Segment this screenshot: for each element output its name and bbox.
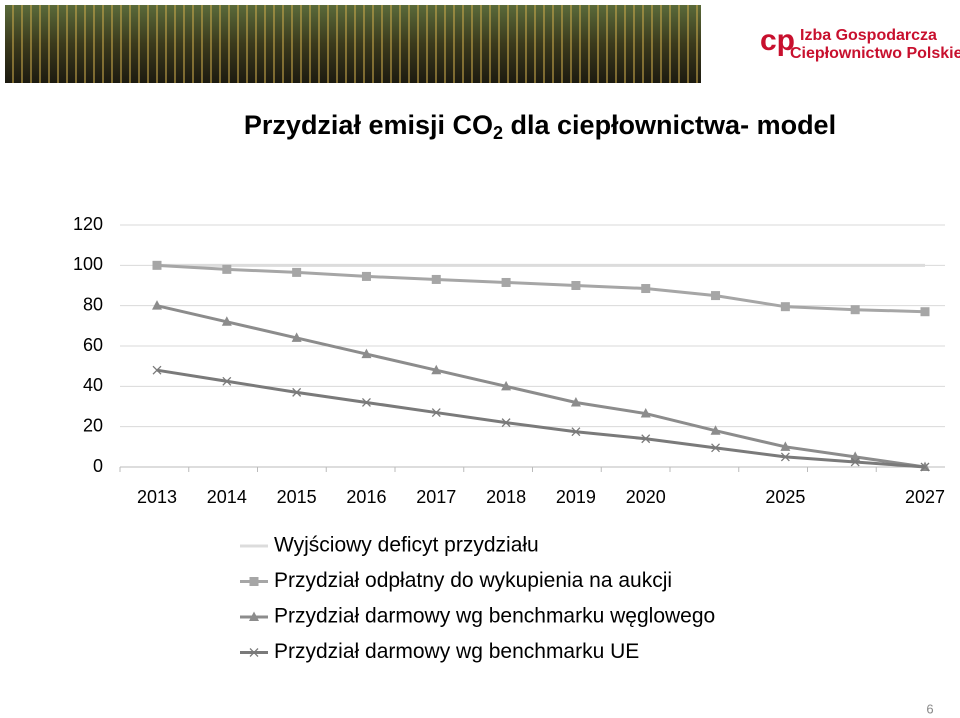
x-tick-label: 2015 bbox=[277, 487, 317, 507]
banner-texture bbox=[5, 5, 701, 83]
y-tick-label: 60 bbox=[83, 335, 103, 355]
marker bbox=[361, 271, 371, 281]
marker bbox=[780, 302, 790, 312]
marker bbox=[711, 443, 721, 453]
title-part: Przydział emisji CO bbox=[244, 110, 493, 140]
chart-title: Przydział emisji CO2 dla ciepłownictwa- … bbox=[244, 110, 836, 143]
marker bbox=[641, 434, 651, 444]
marker bbox=[501, 380, 512, 391]
marker bbox=[501, 277, 511, 287]
logo-text: Ciepłownictwo Polskie bbox=[790, 45, 960, 62]
x-tick-label: 2019 bbox=[556, 487, 596, 507]
y-tick-label: 0 bbox=[93, 456, 103, 476]
x-tick-label: 2020 bbox=[626, 487, 666, 507]
series-line bbox=[156, 263, 926, 314]
marker bbox=[570, 396, 581, 407]
marker bbox=[249, 577, 259, 586]
x-tick-label: 2017 bbox=[416, 487, 456, 507]
x-tick-label: 2013 bbox=[137, 487, 177, 507]
marker bbox=[222, 376, 232, 386]
y-tick-label: 120 bbox=[73, 214, 103, 234]
marker bbox=[850, 457, 860, 467]
title-subscript: 2 bbox=[493, 123, 503, 143]
marker bbox=[571, 281, 581, 290]
marker bbox=[850, 305, 860, 315]
marker bbox=[152, 300, 162, 310]
marker bbox=[431, 364, 442, 375]
marker bbox=[361, 348, 372, 359]
marker bbox=[292, 267, 302, 277]
y-tick-label: 40 bbox=[83, 375, 103, 395]
marker bbox=[152, 260, 162, 270]
marker bbox=[640, 408, 651, 418]
marker bbox=[501, 418, 511, 428]
y-tick-label: 20 bbox=[83, 415, 103, 435]
marker bbox=[291, 332, 302, 342]
logo-text: Izba Gospodarcza bbox=[800, 27, 937, 44]
marker bbox=[711, 291, 721, 301]
marker bbox=[249, 648, 259, 657]
legend-label: Wyjściowy deficyt przydziału bbox=[274, 534, 539, 557]
marker bbox=[249, 611, 259, 621]
marker bbox=[780, 452, 790, 462]
x-tick-label: 2016 bbox=[346, 487, 386, 507]
x-tick-label: 2018 bbox=[486, 487, 526, 507]
marker bbox=[920, 462, 930, 472]
page-number: 6 bbox=[926, 701, 933, 716]
marker bbox=[152, 365, 162, 375]
x-tick-label: 2027 bbox=[905, 487, 945, 507]
marker bbox=[641, 284, 651, 294]
y-tick-label: 80 bbox=[83, 294, 103, 314]
marker bbox=[710, 425, 721, 435]
marker bbox=[221, 316, 232, 326]
marker bbox=[780, 441, 791, 451]
marker bbox=[431, 274, 441, 284]
marker bbox=[361, 398, 371, 407]
legend-label: Przydział darmowy wg benchmarku UE bbox=[274, 640, 639, 663]
series-line bbox=[156, 368, 926, 469]
y-tick-label: 100 bbox=[73, 254, 103, 274]
legend-label: Przydział darmowy wg benchmarku węgloweg… bbox=[274, 605, 715, 628]
marker bbox=[571, 427, 581, 437]
logo-mark: cp bbox=[760, 24, 795, 57]
series-line bbox=[156, 304, 926, 469]
marker bbox=[431, 408, 441, 418]
x-tick-label: 2025 bbox=[765, 487, 805, 507]
title-part: dla ciepłownictwa- model bbox=[503, 110, 836, 140]
marker bbox=[222, 264, 232, 274]
legend-label: Przydział odpłatny do wykupienia na aukc… bbox=[274, 569, 672, 592]
marker bbox=[920, 307, 930, 317]
marker bbox=[292, 387, 302, 397]
x-tick-label: 2014 bbox=[207, 487, 247, 507]
